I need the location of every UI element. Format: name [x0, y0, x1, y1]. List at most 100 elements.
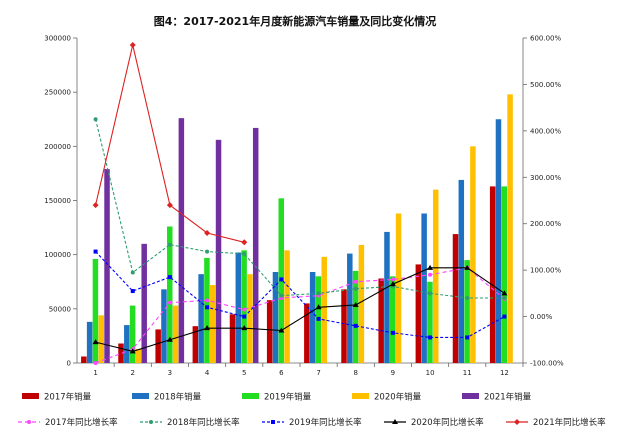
legend-marker	[271, 420, 275, 424]
line-point	[316, 291, 321, 296]
legend-swatch	[22, 393, 39, 399]
line-point	[205, 249, 210, 254]
legend-marker	[27, 420, 31, 424]
bar	[198, 274, 204, 363]
bar	[415, 264, 422, 363]
x-tick-label: 3	[168, 369, 172, 377]
x-tick-label: 4	[205, 369, 210, 377]
line-point	[93, 249, 98, 254]
bar	[229, 314, 236, 363]
y-right-tick-label: 0.00%	[530, 313, 553, 321]
y-left-tick-label: 0	[67, 360, 71, 368]
bar	[209, 285, 216, 363]
legend-label: 2019年同比增长率	[289, 417, 362, 428]
y-right-tick-label: 600.00%	[530, 35, 561, 43]
line-point	[242, 314, 247, 319]
line-point	[502, 296, 507, 300]
legend-swatch	[242, 393, 259, 399]
line-point	[204, 230, 211, 236]
line-point	[242, 307, 247, 312]
bar	[241, 250, 247, 363]
y-right-tick-label: 300.00%	[530, 174, 561, 182]
bar	[347, 253, 353, 363]
line-point	[242, 251, 247, 256]
legend-label: 2021年同比增长率	[533, 417, 606, 428]
y-right-tick-label: 400.00%	[530, 127, 561, 135]
y-left-tick-label: 150000	[44, 197, 71, 205]
line-point	[92, 202, 99, 209]
x-tick-label: 6	[279, 369, 284, 377]
line-point	[241, 325, 248, 331]
bar	[489, 186, 496, 363]
line-point	[278, 327, 285, 333]
bar	[395, 213, 402, 363]
line-point	[279, 277, 284, 282]
bar	[464, 260, 470, 363]
x-tick-label: 7	[316, 369, 320, 377]
bar	[161, 289, 167, 363]
bar	[178, 118, 185, 364]
bar	[86, 321, 93, 363]
bar	[192, 326, 199, 363]
legend-label: 2021年销量	[484, 392, 532, 403]
line-point	[501, 290, 508, 296]
chart-title: 图4：2017-2021年月度新能源汽车销量及同比变化情况	[154, 14, 436, 28]
line-point	[464, 264, 471, 270]
y-left-tick-label: 250000	[44, 89, 71, 97]
bar	[118, 343, 124, 363]
legend-marker	[514, 419, 520, 425]
bar	[421, 213, 427, 363]
bar	[352, 270, 359, 363]
bar	[432, 189, 439, 363]
x-tick-label: 8	[354, 369, 358, 377]
line-point	[241, 239, 248, 246]
bar	[266, 300, 273, 363]
line-point	[390, 277, 395, 282]
bar	[135, 348, 142, 363]
x-tick-label: 2	[131, 369, 135, 377]
legend-swatch	[462, 393, 479, 399]
legend-label: 2019年销量	[264, 392, 312, 403]
y-right-tick-label: 100.00%	[530, 267, 561, 275]
legend-label: 2020年销量	[374, 392, 422, 403]
bar	[141, 243, 147, 363]
legend-marker	[149, 420, 153, 424]
line-point	[389, 281, 396, 287]
series-line	[95, 267, 505, 352]
line-point	[130, 270, 135, 275]
bar	[252, 127, 259, 364]
line-point	[93, 361, 98, 365]
line-point	[428, 291, 433, 296]
legend-label: 2017年同比增长率	[45, 417, 118, 428]
y-right-tick-label: -100.00%	[530, 360, 564, 368]
bar	[470, 146, 476, 363]
line-point	[167, 242, 172, 247]
x-tick-label: 9	[391, 369, 395, 377]
legend-label: 2017年销量	[44, 392, 92, 403]
series-line	[95, 267, 505, 364]
bar	[390, 276, 396, 363]
bar	[272, 272, 279, 363]
bar	[495, 119, 502, 363]
y-left-tick-label: 100000	[44, 251, 71, 259]
line-point	[130, 289, 135, 294]
line-point	[428, 272, 433, 277]
bar	[321, 256, 327, 363]
line-point	[353, 323, 358, 328]
bar	[204, 257, 210, 363]
line-point	[316, 316, 321, 321]
legend-marker	[392, 419, 398, 424]
bar	[215, 139, 222, 363]
bar	[458, 179, 465, 363]
line-point	[93, 117, 98, 122]
bar	[172, 305, 179, 363]
series-line	[95, 119, 505, 299]
legend-label: 2020年同比增长率	[411, 417, 484, 428]
y-right-tick-label: 200.00%	[530, 220, 561, 228]
bar	[378, 278, 384, 363]
line-point	[205, 298, 210, 303]
line-point	[502, 314, 507, 319]
line-point	[465, 296, 470, 300]
